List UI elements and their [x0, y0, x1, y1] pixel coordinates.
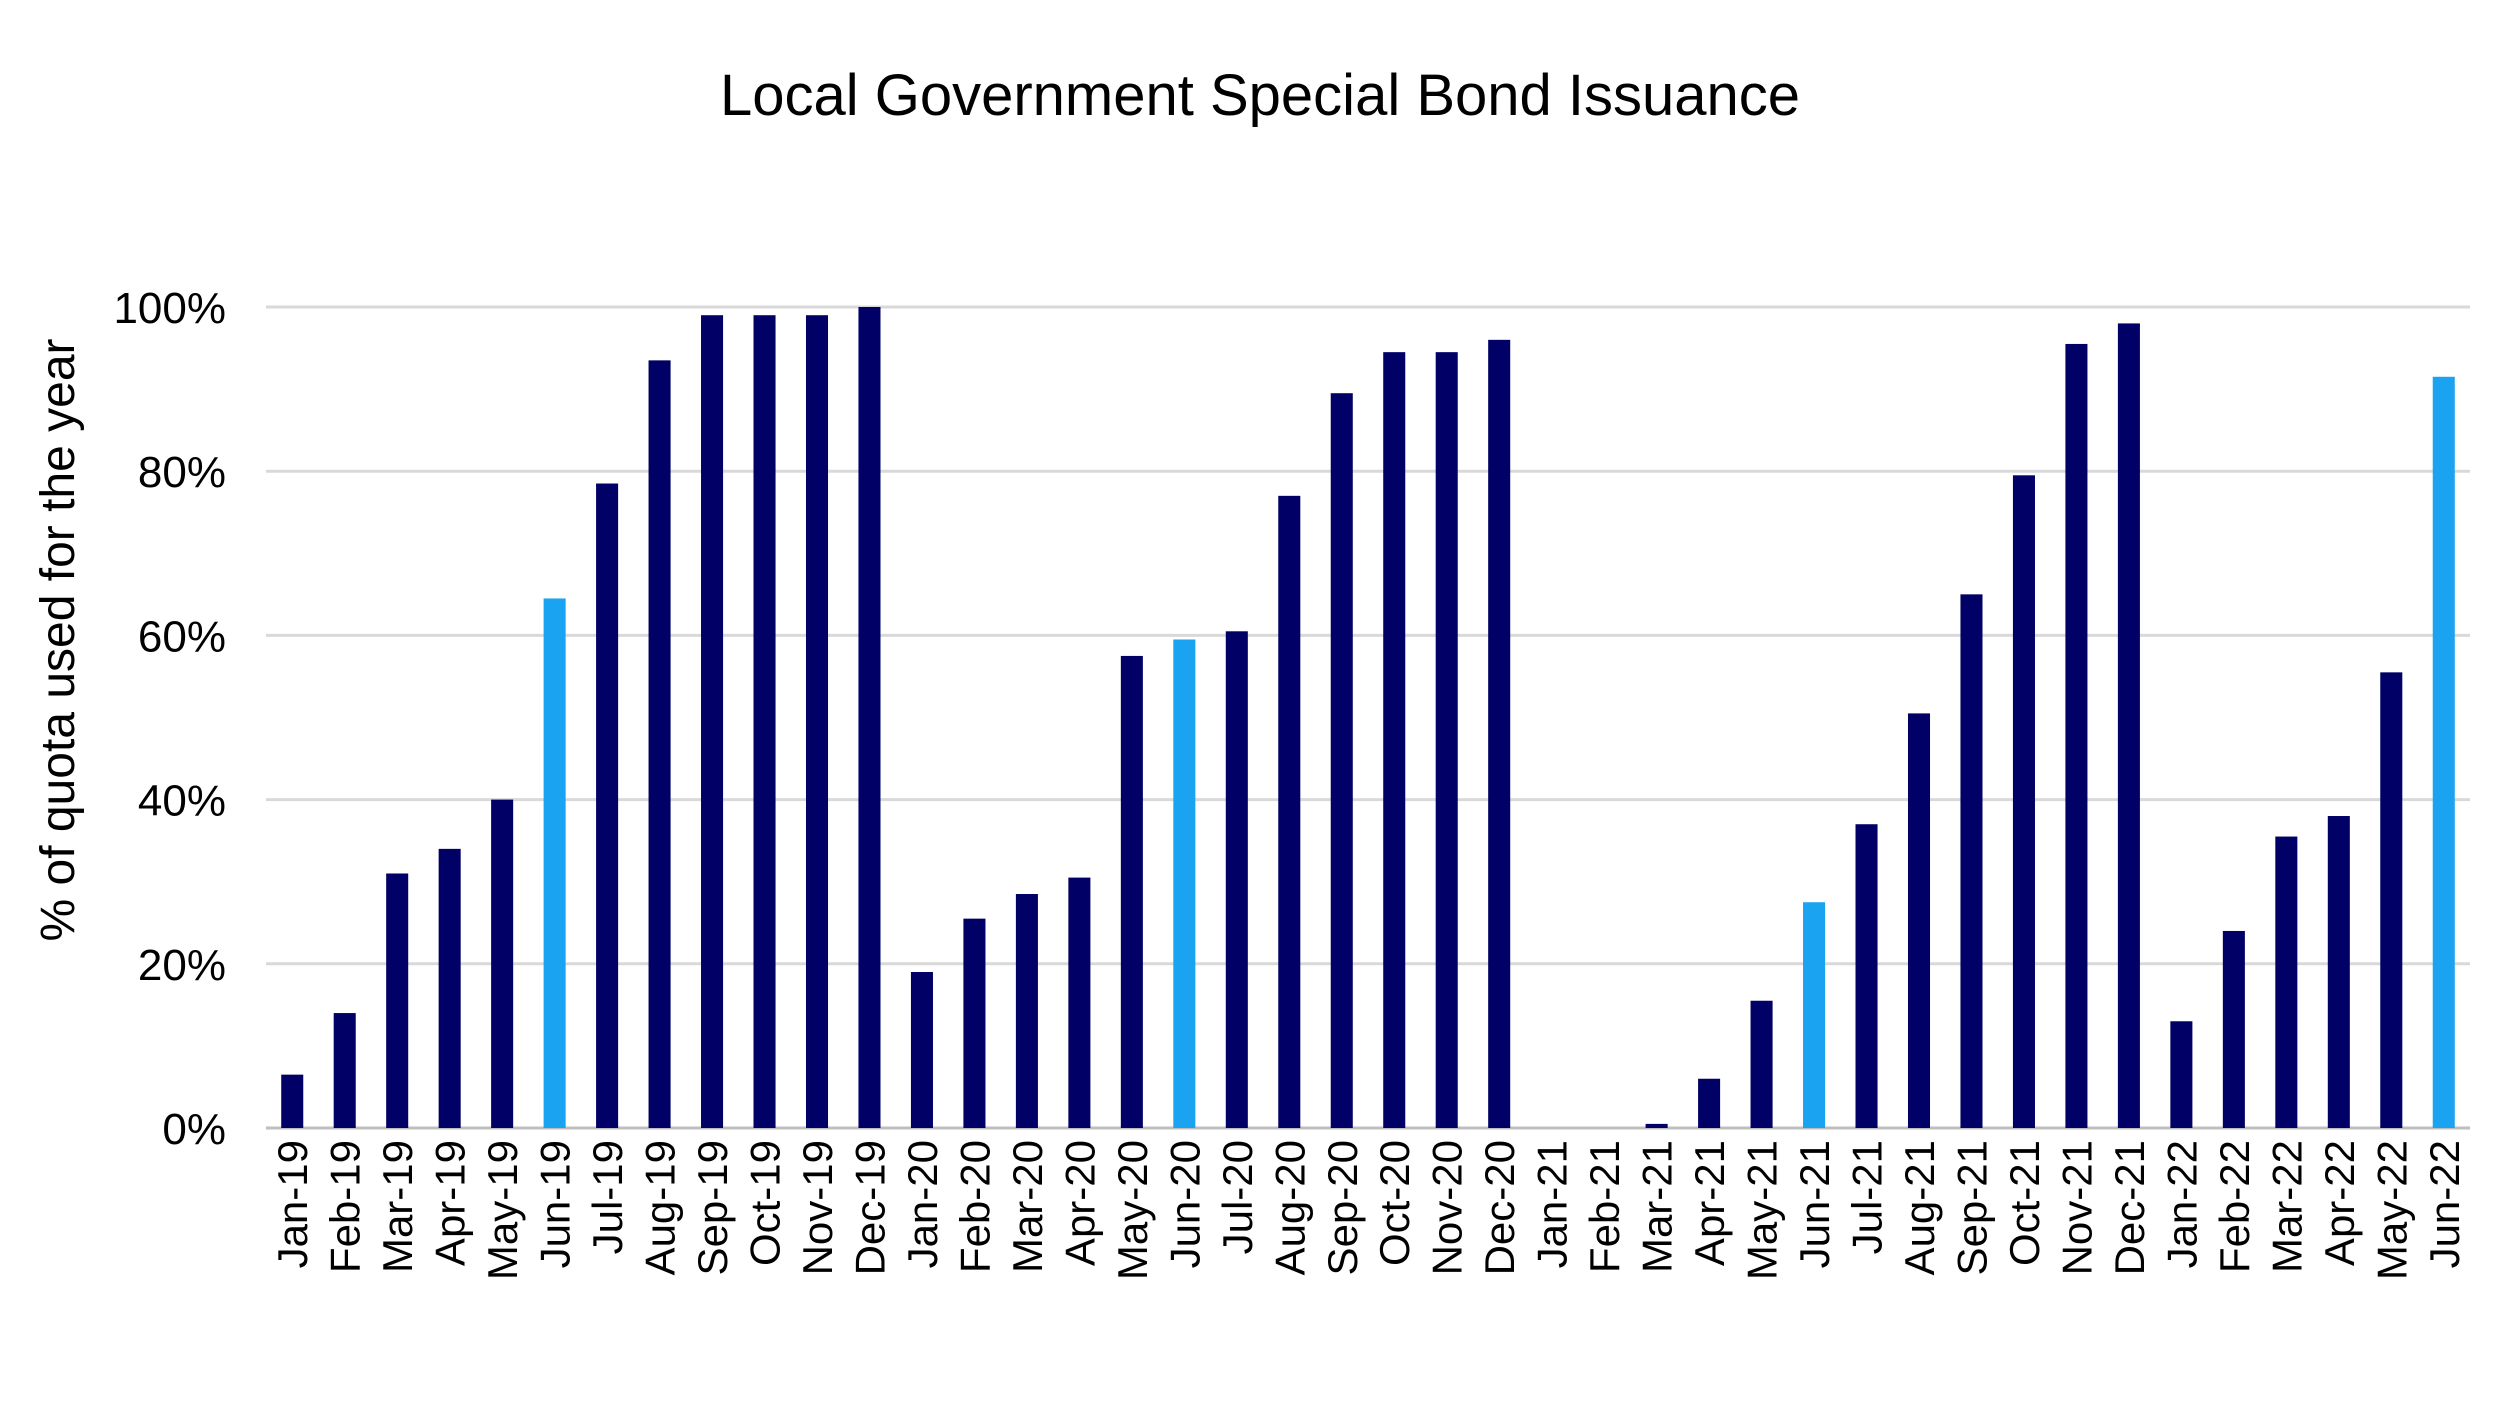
- x-tick-label: Apr-20: [1056, 1140, 1103, 1266]
- bar: [753, 315, 776, 1129]
- bar: [2117, 323, 2140, 1128]
- bar: [1488, 339, 1511, 1129]
- bar: [1435, 352, 1458, 1128]
- bar: [648, 360, 671, 1128]
- bar: [1907, 713, 1931, 1128]
- bar: [1173, 639, 1196, 1128]
- y-tick-label: 80%: [138, 448, 226, 497]
- x-tick-label: Jul-21: [1844, 1140, 1891, 1254]
- x-tick-label: Jun-22: [2421, 1140, 2468, 1268]
- bar: [2380, 672, 2403, 1128]
- x-tick-label: Dec-20: [1476, 1140, 1523, 1275]
- gridlines: [266, 305, 2470, 1130]
- bar: [2275, 836, 2298, 1128]
- x-tick-label: Jun-19: [532, 1140, 579, 1268]
- x-tick-label: Jan-20: [899, 1140, 946, 1268]
- x-tick-labels: Jan-19 Feb-19 Mar-19 Apr-19 May-19 Jun-19 Jul-…: [269, 1140, 2468, 1280]
- bar: [2170, 1021, 2193, 1128]
- x-tick-label: Mar-19: [374, 1140, 421, 1273]
- bar: [1015, 894, 1038, 1128]
- x-tick-label: Aug-20: [1266, 1140, 1313, 1275]
- x-tick-label: Feb-19: [322, 1140, 369, 1273]
- x-tick-label: Nov-21: [2053, 1140, 2100, 1275]
- x-tick-label: Apr-19: [427, 1140, 474, 1266]
- y-tick-label: 100%: [113, 284, 226, 333]
- bar: [1278, 495, 1301, 1129]
- bar: [1960, 594, 1983, 1128]
- y-tick-labels: 0% 20% 40% 60% 80% 100%: [113, 284, 226, 1154]
- x-tick-label: Mar-20: [1004, 1140, 1051, 1273]
- bar: [2222, 930, 2245, 1128]
- bar: [701, 315, 724, 1129]
- x-tick-label: Oct-20: [1371, 1140, 1418, 1266]
- bar: [2432, 376, 2455, 1128]
- x-tick-label: Nov-19: [794, 1140, 841, 1275]
- bar: [1225, 631, 1248, 1128]
- bar: [910, 972, 933, 1128]
- bar: [963, 918, 986, 1128]
- x-tick-label: Aug-19: [637, 1140, 684, 1275]
- x-tick-label: May-22: [2368, 1140, 2415, 1280]
- x-tick-label: Mar-22: [2263, 1140, 2310, 1273]
- y-axis-label: % of quota used for the year: [32, 338, 85, 941]
- bar: [1855, 824, 1878, 1128]
- x-tick-label: Jan-22: [2158, 1140, 2205, 1268]
- x-tick-label: Dec-21: [2106, 1140, 2153, 1275]
- x-tick-label: Jul-20: [1214, 1140, 1261, 1254]
- bar: [491, 799, 514, 1128]
- x-tick-label: Nov-20: [1424, 1140, 1471, 1275]
- x-tick-label: Feb-20: [951, 1140, 998, 1273]
- x-tick-label: Dec-19: [846, 1140, 893, 1275]
- bar: [1645, 1123, 1668, 1128]
- y-tick-label: 40%: [138, 777, 226, 826]
- x-tick-label: May-21: [1739, 1140, 1786, 1280]
- x-tick-label: Aug-21: [1896, 1140, 1943, 1275]
- x-tick-label: Jun-21: [1791, 1140, 1838, 1268]
- x-tick-label: Apr-22: [2316, 1140, 2363, 1266]
- bar: [805, 315, 829, 1129]
- bar: [2012, 475, 2035, 1128]
- y-tick-label: 60%: [138, 612, 226, 661]
- x-tick-label: Oct-19: [742, 1140, 789, 1266]
- bar: [1750, 1000, 1773, 1128]
- x-tick-label: May-19: [479, 1140, 526, 1280]
- x-tick-label: Sep-20: [1319, 1140, 1366, 1275]
- bar: [596, 483, 619, 1128]
- x-tick-label: Jan-19: [269, 1140, 316, 1268]
- bar: [2065, 343, 2088, 1128]
- x-tick-label: Feb-21: [1581, 1140, 1628, 1273]
- x-tick-label: Sep-19: [689, 1140, 736, 1275]
- x-tick-label: Apr-21: [1686, 1140, 1733, 1266]
- x-tick-label: Jul-19: [584, 1140, 631, 1254]
- x-tick-label: Sep-21: [1948, 1140, 1995, 1275]
- x-tick-label: Feb-22: [2211, 1140, 2258, 1273]
- bar: [1383, 352, 1406, 1128]
- bar: [1803, 902, 1826, 1128]
- bar: [858, 307, 881, 1128]
- bar: [386, 873, 409, 1128]
- y-tick-label: 0%: [162, 1105, 226, 1154]
- bar: [1330, 393, 1353, 1129]
- bar: [543, 598, 566, 1128]
- bar: [438, 848, 461, 1128]
- x-tick-label: Jan-21: [1529, 1140, 1576, 1268]
- bar: [1120, 655, 1143, 1128]
- y-tick-label: 20%: [138, 941, 226, 990]
- x-tick-label: Jun-20: [1161, 1140, 1208, 1268]
- x-tick-label: Oct-21: [2001, 1140, 2048, 1266]
- bar: [333, 1013, 356, 1128]
- bar: [2327, 816, 2350, 1128]
- bar: [1698, 1078, 1721, 1128]
- x-tick-label: May-20: [1109, 1140, 1156, 1280]
- x-tick-label: Mar-21: [1634, 1140, 1681, 1273]
- bar: [1068, 877, 1091, 1128]
- bars: [281, 307, 2455, 1129]
- bar: [281, 1074, 304, 1128]
- chart-title: Local Government Special Bond Issuance: [719, 63, 1801, 128]
